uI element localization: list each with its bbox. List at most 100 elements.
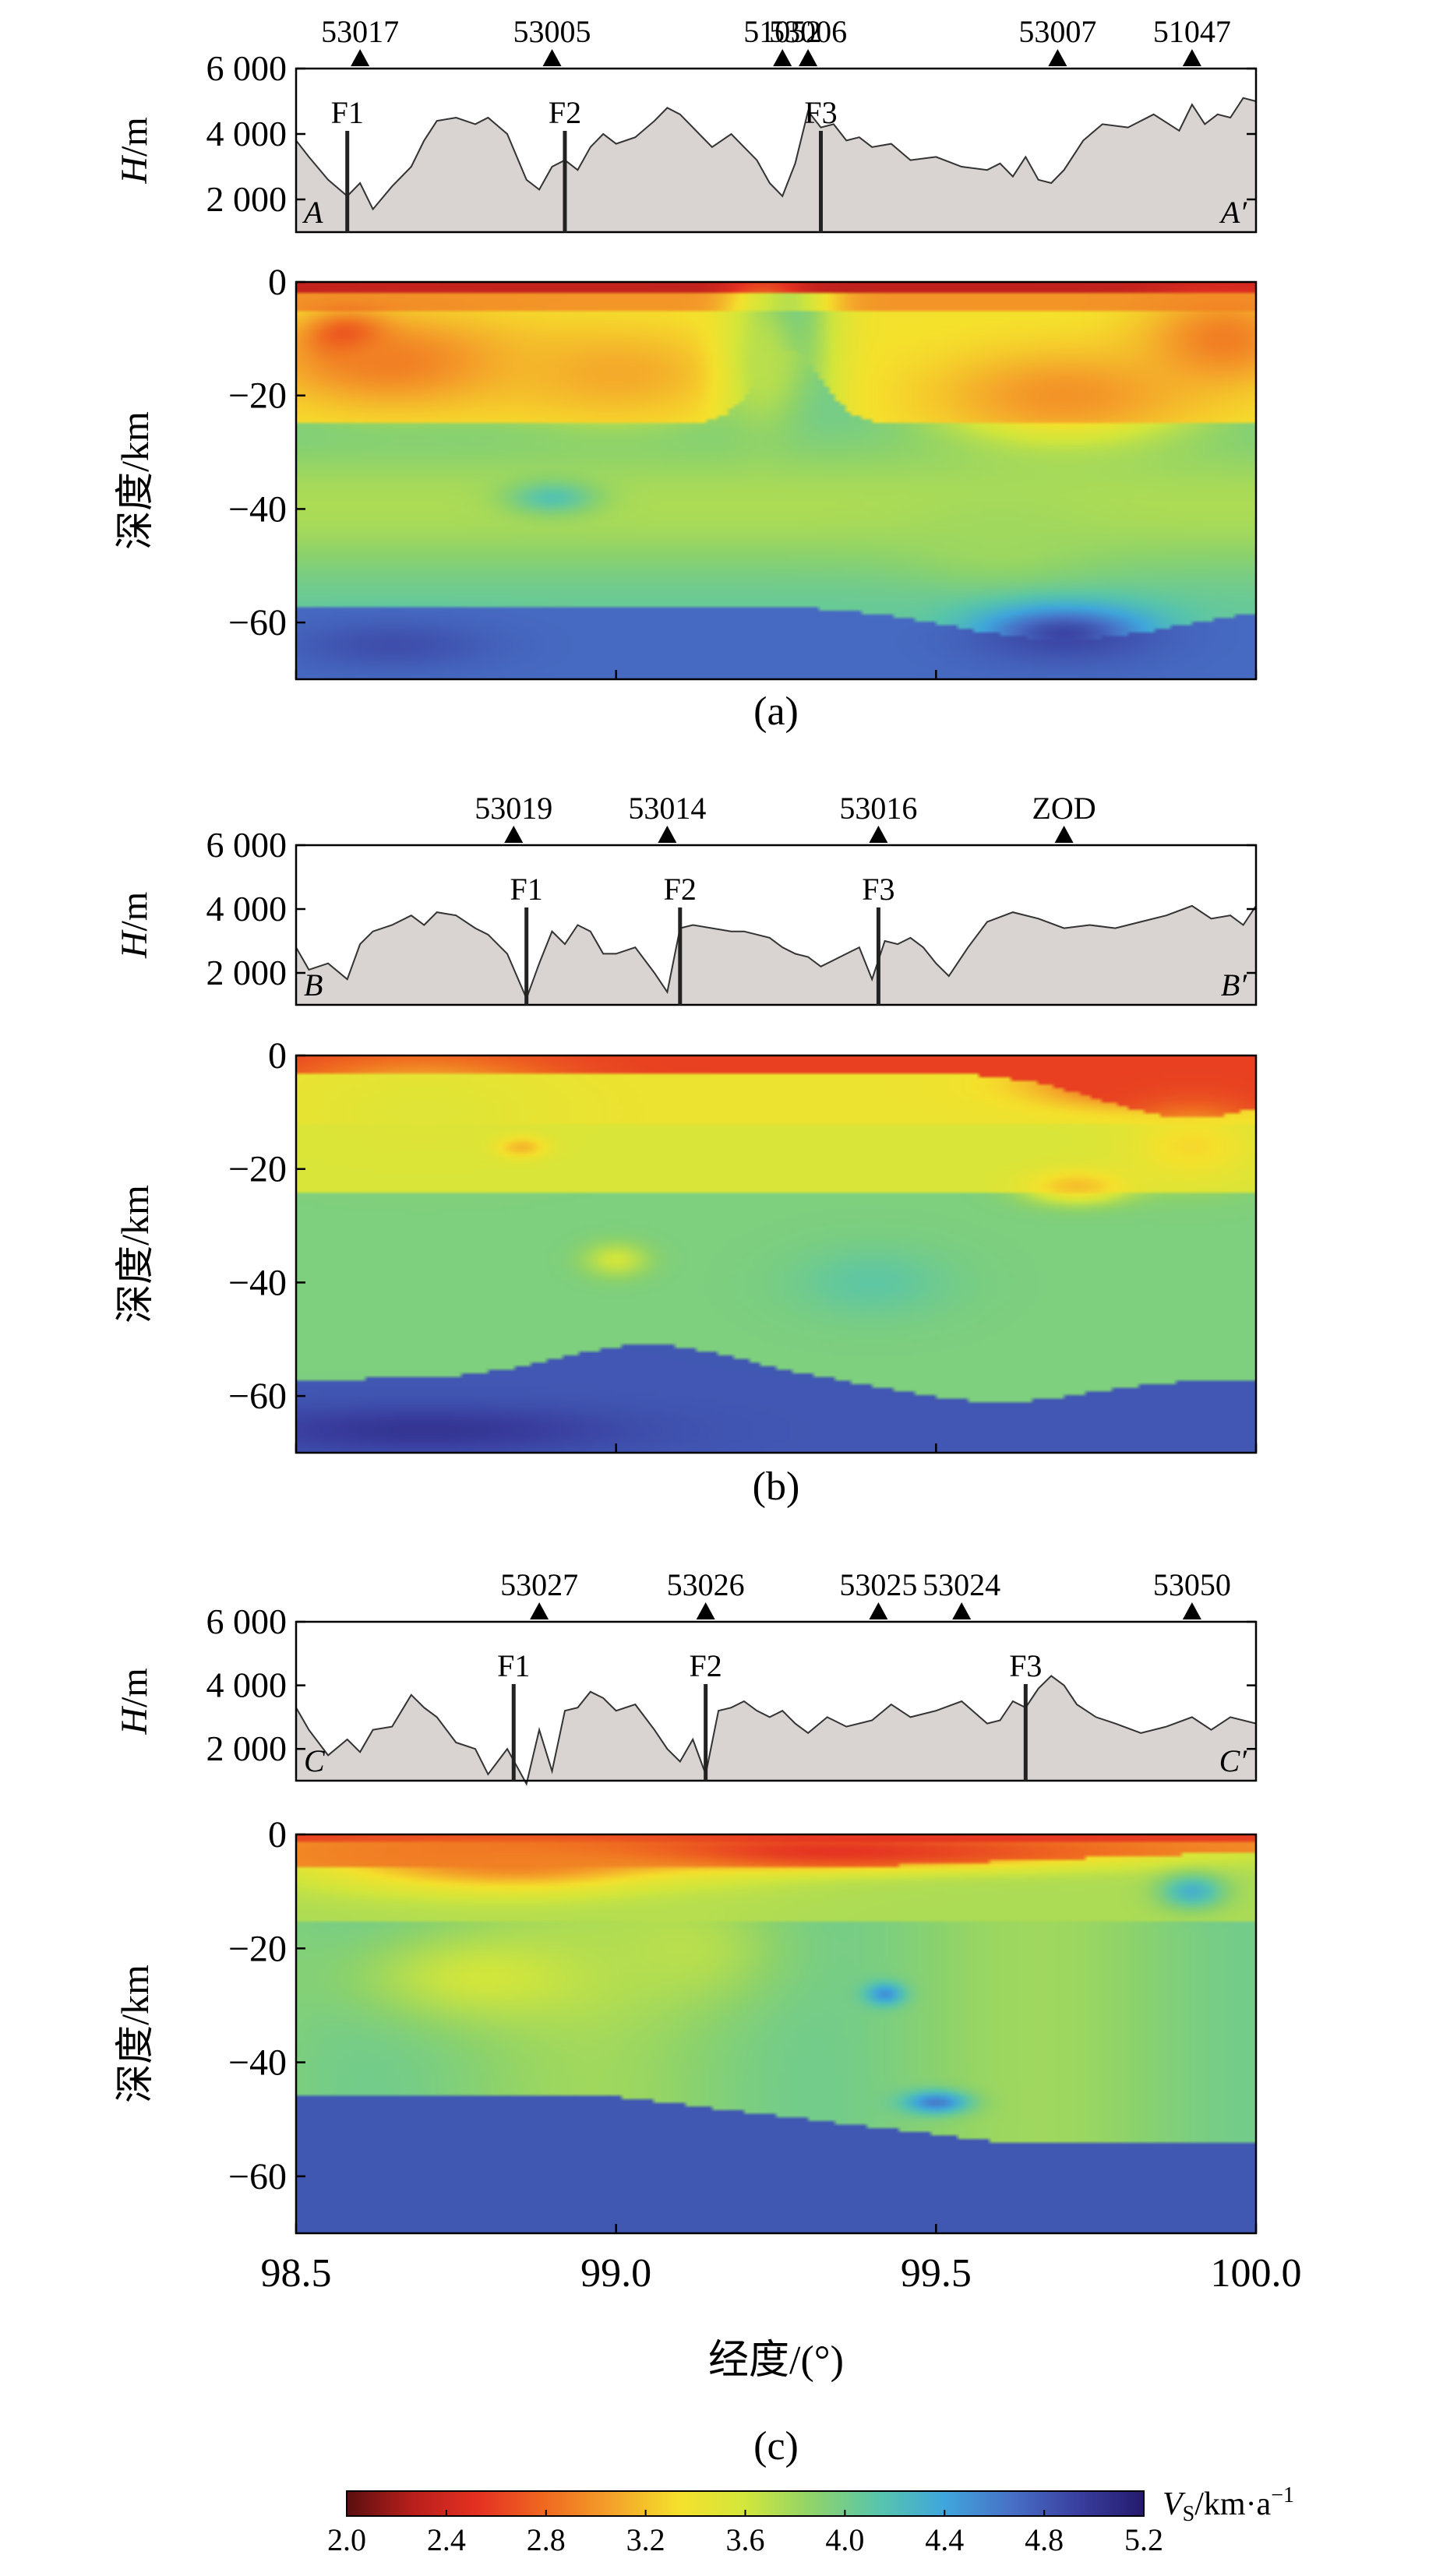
fault-label: F2 [549, 95, 581, 130]
elevation-line [295, 97, 1257, 211]
station-label: 51052 [743, 14, 821, 49]
elevation-frame [295, 844, 1258, 1006]
fault-label: F1 [497, 1648, 530, 1683]
station-triangle [1048, 49, 1067, 66]
panel-caption: (a) [753, 689, 799, 734]
station-triangle [1182, 1602, 1201, 1619]
fault-label: F2 [664, 872, 697, 907]
station-triangle [1054, 826, 1074, 843]
panel-b: 2 000 4 000 6 000 H/m B B′ F1 F2 F3 53019 53014 530… [113, 791, 1258, 1509]
station-triangle [952, 1602, 972, 1619]
station-triangle [869, 826, 888, 843]
profile-end-label: B′ [1221, 967, 1247, 1003]
station-triangle [658, 826, 677, 843]
height-axis-label: H/m [114, 1668, 155, 1735]
colorbar-tick-label: 4.0 [825, 2522, 864, 2557]
station-triangle [530, 1602, 549, 1619]
station-triangle [869, 1602, 888, 1619]
x-tick-label: 99.0 [580, 2251, 651, 2296]
velocity-section [296, 1834, 1256, 2233]
height-tick-label: 2 000 [206, 953, 288, 992]
station-triangle [1182, 49, 1201, 66]
depth-tick-label: −60 [228, 1376, 287, 1417]
height-tick-label: 6 000 [206, 48, 288, 88]
x-tick-label: 99.5 [901, 2251, 972, 2296]
x-axis-label: 经度/(°) [708, 2338, 844, 2383]
elevation-fill [296, 905, 1256, 1005]
station-label: 53024 [923, 1567, 1000, 1602]
depth-axis-label: 深度/km [113, 411, 157, 550]
velocity-heatmap [296, 282, 1256, 679]
colorbar-tick-label: 4.8 [1025, 2522, 1064, 2557]
depth-tick-label: −40 [228, 1262, 287, 1303]
station-label: 53025 [839, 1567, 917, 1602]
station-label: 53017 [321, 14, 399, 49]
station-label: 53027 [500, 1567, 578, 1602]
height-tick-label: 2 000 [206, 179, 288, 219]
velocity-frame [295, 280, 1258, 681]
depth-tick-label: −40 [228, 488, 287, 530]
station-label: 53026 [667, 1567, 745, 1602]
colorbar-tick-label: 2.4 [427, 2522, 466, 2557]
elevation-frame [295, 1620, 1258, 1782]
elevation-fill [296, 1676, 1256, 1785]
depth-tick-label: 0 [268, 1035, 287, 1077]
station-triangle [799, 49, 818, 66]
colorbar-tick-label: 5.2 [1124, 2522, 1163, 2557]
station-label: 53007 [1018, 14, 1096, 49]
profile-end-label: C′ [1219, 1743, 1248, 1778]
depth-tick-label: −60 [228, 602, 287, 643]
height-axis-label: H/m [114, 892, 155, 959]
depth-tick-label: 0 [268, 1814, 287, 1855]
station-triangle [542, 49, 562, 66]
station-label: 53016 [839, 791, 917, 826]
panel-caption: (b) [753, 1464, 800, 1509]
profile-start-label: B [304, 967, 323, 1003]
colorbar: 2.0 2.4 2.8 3.2 3.6 4.0 4.4 4.8 5.2VS/km·a−1 [327, 2483, 1294, 2557]
height-tick-label: 4 000 [206, 1665, 288, 1705]
station-triangle [696, 1602, 715, 1619]
station-label: 53050 [1153, 1567, 1231, 1602]
station-label: 53014 [628, 791, 706, 826]
height-tick-label: 4 000 [206, 889, 288, 929]
panel-a: 2 000 4 000 6 000 H/m A A′ F1 F2 F3 53017 53005 510… [113, 14, 1258, 734]
depth-tick-label: −20 [228, 1149, 287, 1190]
fault-label: F1 [510, 872, 543, 907]
velocity-frame [295, 1833, 1258, 2235]
depth-axis-label: 深度/km [113, 1185, 157, 1323]
height-tick-label: 4 000 [206, 114, 288, 153]
station-label: 53006 [769, 14, 847, 49]
depth-tick-label: −40 [228, 2042, 287, 2084]
fault-label: F1 [331, 95, 364, 130]
colorbar-tick-label: 2.8 [527, 2522, 566, 2557]
velocity-section [296, 282, 1256, 679]
colorbar-tick-label: 4.4 [925, 2522, 964, 2557]
colorbar-label: VS/km·a−1 [1163, 2483, 1294, 2526]
fault-label: F2 [690, 1648, 722, 1683]
height-tick-label: 6 000 [206, 1602, 288, 1641]
elevation-line [295, 1675, 1257, 1786]
colorbar-tick-label: 2.0 [327, 2522, 366, 2557]
height-axis-label: H/m [114, 117, 155, 184]
velocity-heatmap [296, 1834, 1256, 2233]
station-label: 51047 [1153, 14, 1231, 49]
x-tick-label: 98.5 [261, 2251, 332, 2296]
profile-start-label: C [304, 1743, 326, 1778]
elevation-frame [295, 67, 1258, 234]
colorbar-tick-label: 3.2 [626, 2522, 665, 2557]
depth-tick-label: 0 [268, 262, 287, 303]
depth-tick-label: −20 [228, 375, 287, 417]
elevation-fill [296, 97, 1256, 232]
panel-c: 2 000 4 000 6 000 H/m C C′ F1 F2 F3 53027 53026 530… [113, 1567, 1302, 2469]
station-triangle [504, 826, 524, 843]
station-label: 53005 [513, 14, 591, 49]
depth-axis-label: 深度/km [113, 1965, 157, 2103]
x-tick-label: 100.0 [1211, 2251, 1302, 2296]
station-label: 53019 [475, 791, 552, 826]
station-triangle [773, 49, 792, 66]
station-label: ZOD [1032, 791, 1096, 826]
profile-start-label: A [302, 195, 323, 230]
height-tick-label: 2 000 [206, 1728, 288, 1768]
profile-end-label: A′ [1219, 195, 1247, 230]
